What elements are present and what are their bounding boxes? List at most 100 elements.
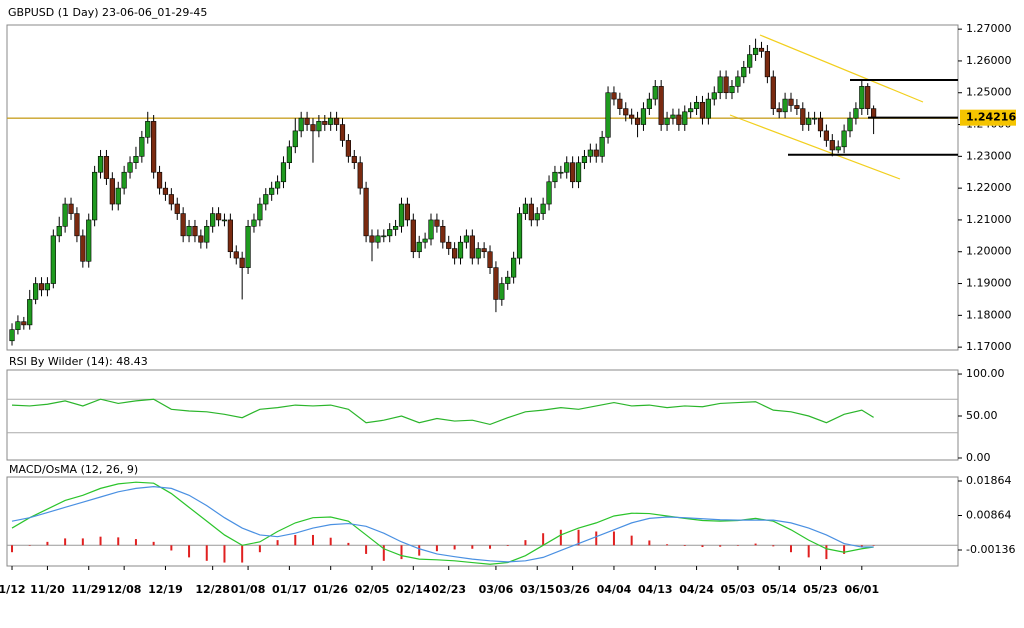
candle-body bbox=[747, 54, 753, 68]
candle-body bbox=[227, 219, 233, 253]
candle-body bbox=[127, 162, 133, 173]
candle-body bbox=[776, 108, 782, 113]
candle-body bbox=[404, 203, 411, 221]
osma-bar bbox=[382, 545, 385, 561]
chart-title: GBPUSD (1 Day) 23-06-06_01-29-45 bbox=[8, 6, 207, 19]
candle-body bbox=[794, 105, 800, 109]
candle-body bbox=[21, 321, 27, 326]
candle-body bbox=[210, 213, 216, 227]
x-tick-label: 12/08 bbox=[107, 583, 142, 596]
candle-body bbox=[652, 86, 658, 100]
candle-body bbox=[192, 225, 198, 237]
candle-body bbox=[788, 98, 794, 106]
x-tick-label: 02/23 bbox=[431, 583, 466, 596]
osma-bar bbox=[719, 545, 722, 547]
candle-body bbox=[475, 248, 481, 259]
osma-bar bbox=[117, 537, 120, 546]
candle-body bbox=[764, 51, 770, 78]
osma-bar bbox=[577, 529, 580, 546]
candle-body bbox=[280, 162, 287, 183]
candle-body bbox=[215, 213, 222, 221]
candle-body bbox=[375, 235, 381, 243]
candle-body bbox=[145, 121, 151, 138]
x-tick-label: 03/06 bbox=[479, 583, 514, 596]
candle-body bbox=[758, 47, 765, 52]
candle-body bbox=[233, 251, 239, 259]
y-tick-label: 1.21000 bbox=[966, 213, 1012, 226]
rsi-line bbox=[11, 398, 874, 426]
osma-bar bbox=[258, 545, 261, 553]
osma-bar bbox=[559, 529, 562, 546]
candle-body bbox=[440, 225, 446, 243]
candle-body bbox=[251, 219, 257, 227]
candle-body bbox=[516, 213, 523, 259]
candle-body bbox=[97, 156, 104, 173]
candle-body bbox=[741, 66, 747, 78]
candle-body bbox=[835, 146, 841, 151]
x-tick-label: 06/01 bbox=[844, 583, 879, 596]
x-tick-label: 04/13 bbox=[638, 583, 673, 596]
candle-body bbox=[481, 248, 487, 253]
osma-bar bbox=[81, 538, 84, 546]
candle-body bbox=[269, 187, 275, 195]
x-tick-label: 12/28 bbox=[195, 583, 230, 596]
osma-bar bbox=[542, 533, 545, 546]
candle-body bbox=[505, 276, 511, 284]
candle-body bbox=[705, 98, 711, 119]
osma-bar bbox=[223, 545, 226, 563]
osma-bar bbox=[453, 545, 456, 550]
candle-body bbox=[770, 76, 776, 109]
candle-body bbox=[593, 149, 599, 157]
current-price-label: 1.24216 bbox=[966, 111, 1016, 124]
candle-body bbox=[133, 156, 139, 163]
candle-body bbox=[452, 248, 458, 259]
candle-body bbox=[546, 181, 552, 205]
osma-bar bbox=[64, 538, 67, 546]
osma-bar bbox=[825, 545, 828, 560]
osma-bar bbox=[630, 535, 633, 546]
osma-bar bbox=[276, 540, 279, 546]
candle-body bbox=[345, 140, 351, 157]
candle-body bbox=[369, 235, 375, 243]
candle-body bbox=[522, 203, 529, 214]
osma-bar bbox=[347, 542, 350, 546]
candle-body bbox=[422, 238, 428, 243]
osma-bar bbox=[188, 545, 191, 558]
candle-body bbox=[351, 156, 357, 163]
candle-body bbox=[328, 117, 334, 125]
y-tick-label: 100.00 bbox=[966, 367, 1005, 380]
x-tick-label: 04/24 bbox=[679, 583, 714, 596]
candle-body bbox=[398, 203, 405, 227]
osma-bar bbox=[595, 531, 598, 546]
x-tick-label: 01/08 bbox=[231, 583, 266, 596]
candle-body bbox=[151, 121, 157, 173]
candle-body bbox=[292, 130, 298, 148]
rsi-title: RSI By Wilder (14): 48.43 bbox=[9, 355, 148, 368]
candle-body bbox=[357, 162, 363, 189]
candle-body bbox=[304, 117, 310, 125]
candle-body bbox=[428, 219, 434, 240]
candle-body bbox=[257, 203, 263, 221]
candle-body bbox=[310, 124, 316, 132]
candle-body bbox=[847, 117, 853, 132]
osma-bar bbox=[648, 540, 651, 546]
candle-body bbox=[9, 329, 15, 342]
macd-title: MACD/OsMA (12, 26, 9) bbox=[9, 463, 138, 476]
candle-body bbox=[115, 187, 121, 205]
y-tick-label: 0.01864 bbox=[966, 474, 1012, 487]
candle-body bbox=[333, 117, 340, 125]
x-tick-label: 1/12 bbox=[0, 583, 26, 596]
osma-bar bbox=[329, 537, 332, 546]
candle-body bbox=[688, 108, 694, 113]
y-tick-label: 0.00864 bbox=[966, 508, 1012, 521]
y-tick-label: 50.00 bbox=[966, 409, 998, 422]
osma-bar bbox=[789, 545, 792, 553]
candle-body bbox=[457, 241, 464, 259]
candle-body bbox=[693, 101, 700, 109]
osma-bar bbox=[701, 545, 704, 548]
candle-body bbox=[570, 162, 576, 183]
macd-panel bbox=[6, 476, 959, 567]
candle-body bbox=[62, 203, 68, 227]
channel-upper bbox=[759, 34, 924, 103]
